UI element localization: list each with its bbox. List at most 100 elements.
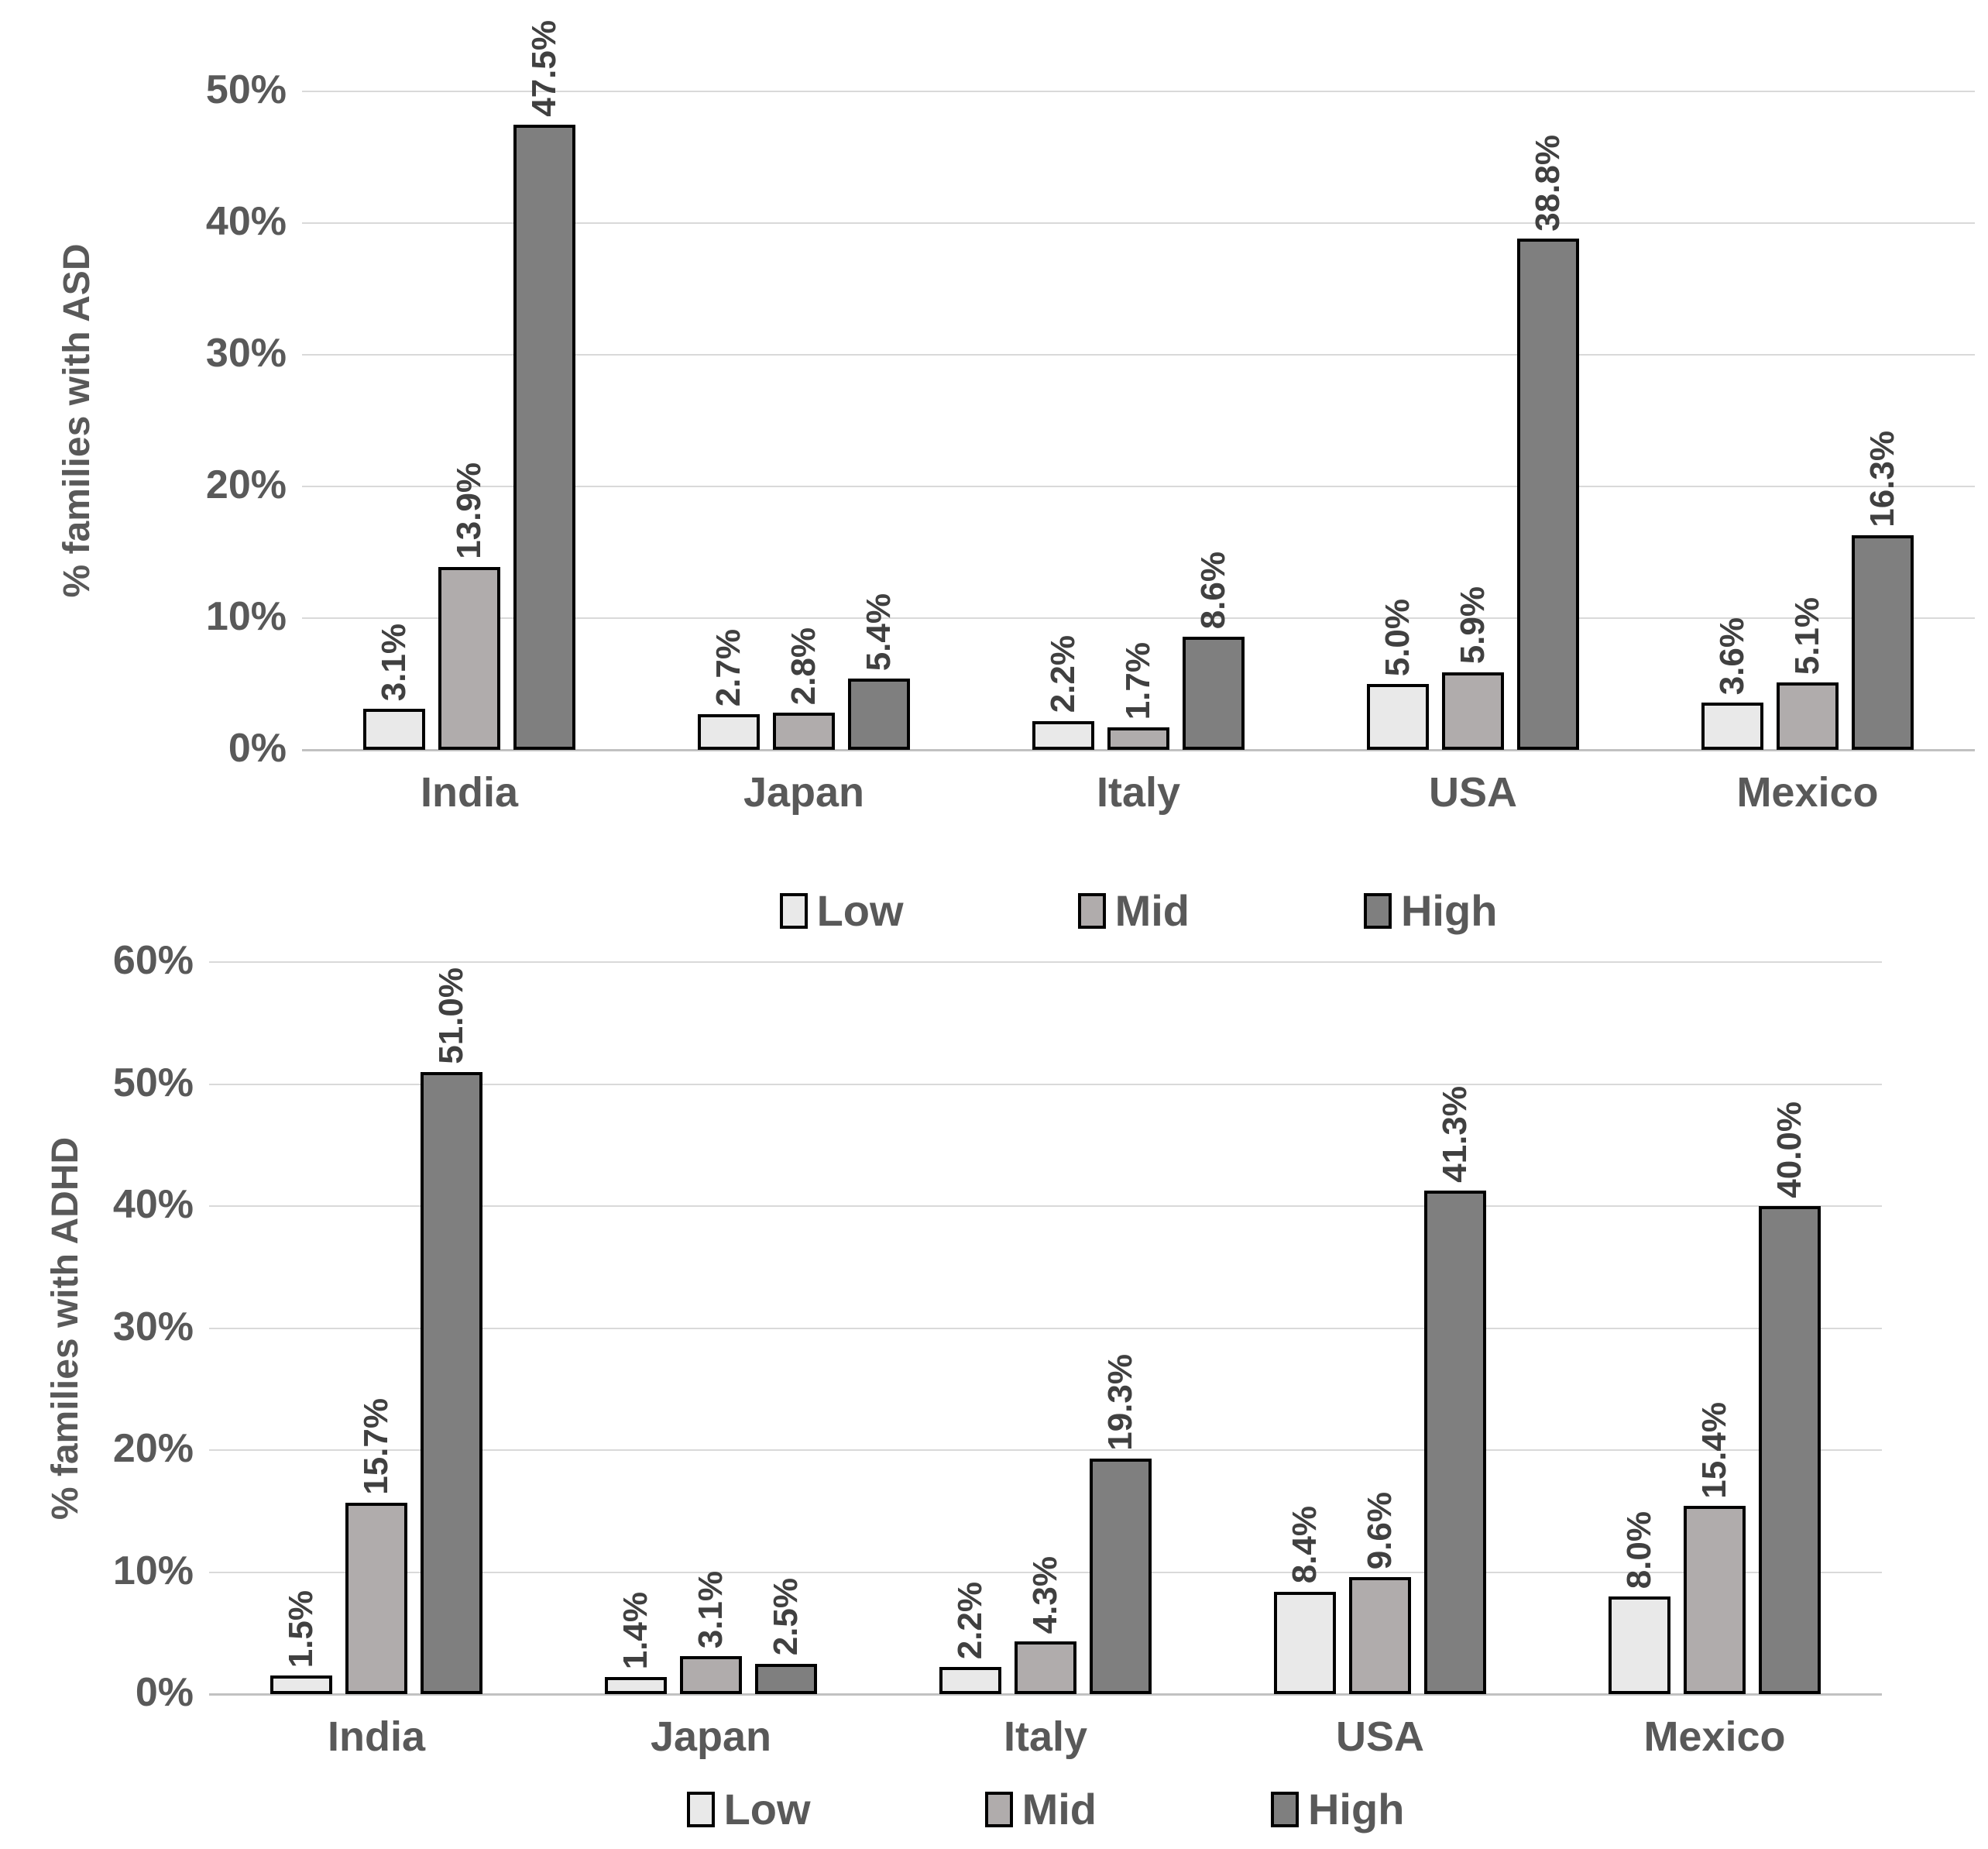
bar-mid-italy (1107, 727, 1169, 750)
bar-group-low-usa: 5.0% (1367, 599, 1429, 750)
bar-group-mid-india: 15.7% (345, 1398, 407, 1694)
bar-value-label: 2.7% (709, 628, 747, 707)
bar-mid-mexico (1777, 682, 1839, 750)
bar-value-label: 9.6% (1361, 1491, 1399, 1569)
bar-value-label: 4.3% (1026, 1555, 1064, 1634)
legend-label: Mid (1021, 1785, 1097, 1834)
bar-group-mid-usa: 5.9% (1442, 586, 1504, 750)
bar-group-high-india: 51.0% (421, 967, 482, 1694)
legend-swatch-mid-icon (984, 1792, 1013, 1827)
bar-value-label: 1.5% (282, 1590, 320, 1669)
y-tick-label: 50% (112, 1060, 194, 1105)
bar-low-usa (1274, 1591, 1336, 1694)
legend-item-mid: Mid (1077, 889, 1190, 933)
legend-swatch-low-icon (779, 893, 808, 929)
y-tick-label: 10% (205, 593, 287, 639)
bar-group-low-italy: 2.2% (1032, 635, 1094, 750)
bar-value-label: 5.0% (1379, 598, 1416, 676)
bar-high-usa (1517, 239, 1579, 750)
bar-value-label: 16.3% (1863, 431, 1901, 528)
bar-group-high-mexico: 16.3% (1852, 431, 1914, 750)
gridline (209, 1449, 1882, 1451)
bar-low-mexico (1609, 1596, 1670, 1694)
bar-value-label: 1.7% (1119, 641, 1157, 720)
bar-value-label: 5.1% (1788, 597, 1826, 675)
category-label-usa: USA (1335, 1713, 1424, 1760)
x-axis-baseline (302, 749, 1975, 751)
bar-value-label: 8.4% (1286, 1506, 1324, 1584)
y-tick-label: 0% (135, 1669, 194, 1715)
legend-swatch-high-icon (1363, 893, 1392, 929)
bar-cluster-usa: 8.4% 9.6% 41.3% (1213, 962, 1547, 1694)
legend-item-high: High (1270, 1785, 1405, 1834)
bar-high-japan (848, 679, 910, 750)
legend-swatch-low-icon (686, 1792, 715, 1827)
bar-mid-mexico (1684, 1506, 1746, 1694)
bar-group-mid-usa: 9.6% (1349, 1492, 1411, 1694)
gridline (209, 1571, 1882, 1573)
legend-label: High (1307, 1785, 1405, 1834)
bar-low-mexico (1701, 702, 1763, 750)
bar-low-italy (939, 1667, 1001, 1694)
category-label-mexico: Mexico (1736, 769, 1879, 816)
legend: Low Mid High (302, 889, 1975, 933)
bar-group-high-india: 47.5% (513, 20, 575, 750)
category-label-japan: Japan (743, 769, 865, 816)
bar-high-usa (1424, 1190, 1486, 1694)
bar-group-high-japan: 5.4% (848, 593, 910, 750)
bar-value-label: 8.6% (1194, 551, 1232, 629)
bar-high-italy (1183, 636, 1245, 750)
y-tick-label: 50% (205, 67, 287, 112)
bar-value-label: 5.4% (860, 593, 898, 672)
legend-label: High (1400, 886, 1498, 935)
bar-mid-usa (1349, 1576, 1411, 1694)
legend-swatch-high-icon (1270, 1792, 1299, 1827)
bar-cluster-italy: 2.2% 1.7% 8.6% (971, 91, 1306, 750)
bar-cluster-japan: 1.4% 3.1% 2.5% (544, 962, 878, 1694)
y-tick-label: 0% (228, 725, 287, 771)
category-label-italy: Italy (1096, 769, 1181, 816)
bar-high-italy (1090, 1459, 1152, 1694)
bar-mid-india (345, 1502, 407, 1694)
gridline (209, 961, 1882, 963)
bar-value-label: 38.8% (1529, 134, 1567, 232)
bar-value-label: 2.8% (785, 627, 822, 706)
bar-value-label: 1.4% (616, 1591, 654, 1669)
category-label-india: India (420, 769, 518, 816)
bar-low-japan (698, 714, 760, 750)
gridline (209, 1205, 1882, 1207)
bar-group-mid-japan: 3.1% (680, 1571, 742, 1694)
bar-high-japan (755, 1663, 817, 1694)
category-label-mexico: Mexico (1643, 1713, 1786, 1760)
bar-value-label: 15.4% (1695, 1401, 1733, 1499)
bar-value-label: 41.3% (1436, 1085, 1474, 1183)
bar-group-low-usa: 8.4% (1274, 1506, 1336, 1694)
bar-high-india (421, 1071, 482, 1694)
gridline (209, 1083, 1882, 1085)
legend: Low Mid High (209, 1788, 1882, 1831)
bar-group-mid-italy: 1.7% (1107, 642, 1169, 750)
legend-label: Low (816, 886, 904, 935)
bar-high-india (513, 124, 575, 750)
legend-label: Low (723, 1785, 811, 1834)
y-tick-label: 30% (112, 1304, 194, 1349)
y-axis-title: % families with ASD (57, 243, 98, 598)
bar-mid-italy (1015, 1641, 1076, 1694)
bar-cluster-usa: 5.0% 5.9% 38.8% (1306, 91, 1640, 750)
bar-group-high-usa: 41.3% (1424, 1086, 1486, 1694)
bar-mid-japan (773, 713, 835, 750)
bar-group-low-italy: 2.2% (939, 1582, 1001, 1694)
bar-value-label: 3.1% (375, 624, 413, 702)
bar-group-mid-mexico: 15.4% (1684, 1402, 1746, 1694)
bar-cluster-italy: 2.2% 4.3% 19.3% (878, 962, 1213, 1694)
gridline (302, 354, 1975, 356)
bar-group-low-mexico: 3.6% (1701, 617, 1763, 750)
bar-cluster-mexico: 8.0% 15.4% 40.0% (1547, 962, 1882, 1694)
bar-value-label: 2.5% (767, 1578, 805, 1656)
bar-mid-usa (1442, 672, 1504, 750)
bar-value-label: 47.5% (525, 19, 563, 117)
bar-value-label: 3.1% (692, 1570, 730, 1649)
gridline (209, 1327, 1882, 1329)
bar-value-label: 51.0% (432, 967, 470, 1064)
